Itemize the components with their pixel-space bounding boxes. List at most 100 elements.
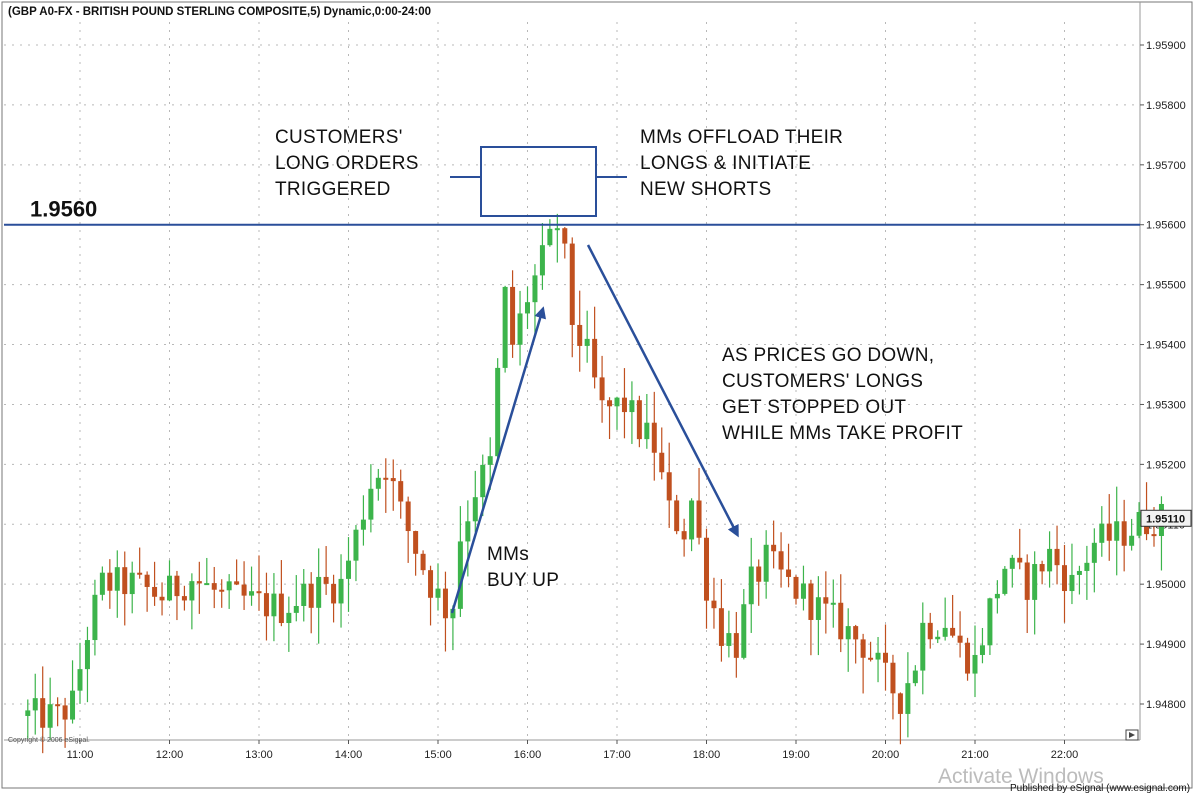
current-price-label: 1.95110	[1146, 513, 1185, 525]
time-tick-label: 20:00	[872, 749, 900, 761]
candle-body	[1129, 535, 1135, 546]
time-tick-label: 12:00	[156, 749, 184, 761]
candle-body	[577, 324, 583, 346]
time-tick-label: 17:00	[603, 749, 631, 761]
candle-body	[70, 690, 76, 720]
candle-body	[726, 633, 732, 646]
candle-body	[450, 608, 456, 619]
annotation-mms-offload: MMs OFFLOAD THEIR LONGS & INITIATE NEW S…	[640, 127, 843, 200]
price-tick-label: 1.95700	[1146, 160, 1186, 172]
price-tick-label: 1.94800	[1146, 699, 1186, 711]
sell-down-arrow-icon	[586, 244, 739, 538]
buy-up-arrow-icon	[450, 306, 547, 614]
key-level-label: 1.9560	[30, 197, 97, 222]
candle-body	[629, 400, 635, 413]
candle-body	[621, 397, 627, 413]
current-price-box	[1140, 509, 1192, 527]
published-by-label: Published by eSignal (www.esignal.com)	[1010, 783, 1190, 794]
candle-body	[883, 652, 888, 663]
time-tick-label: 18:00	[693, 749, 721, 761]
candles	[25, 213, 1164, 754]
candle-body	[32, 698, 38, 711]
candle-body	[457, 541, 463, 609]
time-tick-label: 16:00	[514, 749, 542, 761]
candle-body	[144, 574, 150, 587]
candle-body	[189, 581, 195, 601]
candle-body	[674, 500, 680, 532]
candle-body	[47, 704, 53, 728]
time-tick-label: 13:00	[245, 749, 273, 761]
candle-body	[196, 581, 202, 584]
annotation-line: NEW SHORTS	[640, 179, 771, 200]
candle-body	[241, 584, 247, 596]
price-tick-label: 1.95300	[1146, 399, 1186, 411]
candle-body	[480, 464, 486, 498]
candle-body	[256, 591, 262, 594]
annotation-line: GET STOPPED OUT	[722, 397, 906, 418]
candle-body	[278, 593, 284, 624]
candle-body	[532, 275, 538, 303]
price-axis: 1.94800 1.94900 1.95000 1.95110 1.95200 1.953…	[1140, 40, 1186, 711]
candle-body	[62, 705, 68, 720]
candle-body	[562, 228, 568, 244]
candle-body	[114, 567, 120, 591]
candle-body	[599, 377, 605, 401]
candle-body	[771, 544, 777, 552]
candle-body	[950, 627, 956, 636]
candle-body	[733, 633, 739, 658]
candle-body	[487, 456, 493, 465]
candle-body	[875, 652, 881, 660]
candle-body	[1024, 562, 1030, 600]
candle-body	[1047, 548, 1053, 572]
candle-body	[905, 683, 911, 714]
candle-body	[704, 537, 709, 601]
candle-body	[263, 593, 269, 617]
candle-body	[554, 228, 560, 231]
candle-body	[800, 583, 806, 599]
candle-body	[174, 575, 180, 597]
candle-body	[592, 338, 598, 378]
scroll-right-icon[interactable]	[1125, 729, 1139, 741]
candle-body	[346, 560, 351, 579]
candle-body	[823, 597, 829, 604]
candle-body	[308, 583, 314, 608]
candle-body	[1017, 557, 1023, 563]
candle-body	[55, 704, 61, 707]
candle-body	[853, 626, 859, 640]
annotation-line: BUY UP	[487, 570, 559, 591]
candle-body	[808, 583, 814, 620]
candle-body	[204, 583, 210, 586]
candle-body	[741, 604, 747, 658]
candle-body	[77, 669, 83, 691]
candle-body	[375, 477, 381, 489]
time-tick-label: 22:00	[1051, 749, 1079, 761]
candle-body	[286, 612, 292, 624]
candle-body	[1136, 512, 1142, 536]
candle-body	[1084, 562, 1090, 571]
candle-body	[763, 544, 769, 582]
candle-body	[1091, 542, 1097, 563]
peak-highlight-box	[480, 146, 597, 217]
candle-body	[99, 572, 105, 595]
candle-body	[122, 567, 128, 595]
candle-body	[718, 608, 724, 646]
candle-body	[234, 581, 240, 585]
candle-body	[711, 600, 717, 609]
candle-body	[748, 566, 754, 605]
annotation-line: LONG ORDERS	[275, 153, 419, 174]
candle-body	[167, 575, 172, 601]
candle-body	[293, 605, 299, 613]
candle-body	[92, 594, 98, 641]
candle-body	[972, 654, 978, 674]
copyright-label: Copyright © 2006 eSignal.	[8, 736, 90, 744]
candle-body	[502, 286, 508, 368]
candle-body	[211, 583, 217, 590]
candle-body	[912, 670, 918, 684]
candle-body	[868, 657, 874, 660]
candle-body	[607, 400, 613, 407]
candle-body	[1076, 570, 1082, 575]
candle-body	[1039, 564, 1045, 572]
candle-body	[368, 488, 374, 520]
candle-body	[510, 286, 516, 345]
